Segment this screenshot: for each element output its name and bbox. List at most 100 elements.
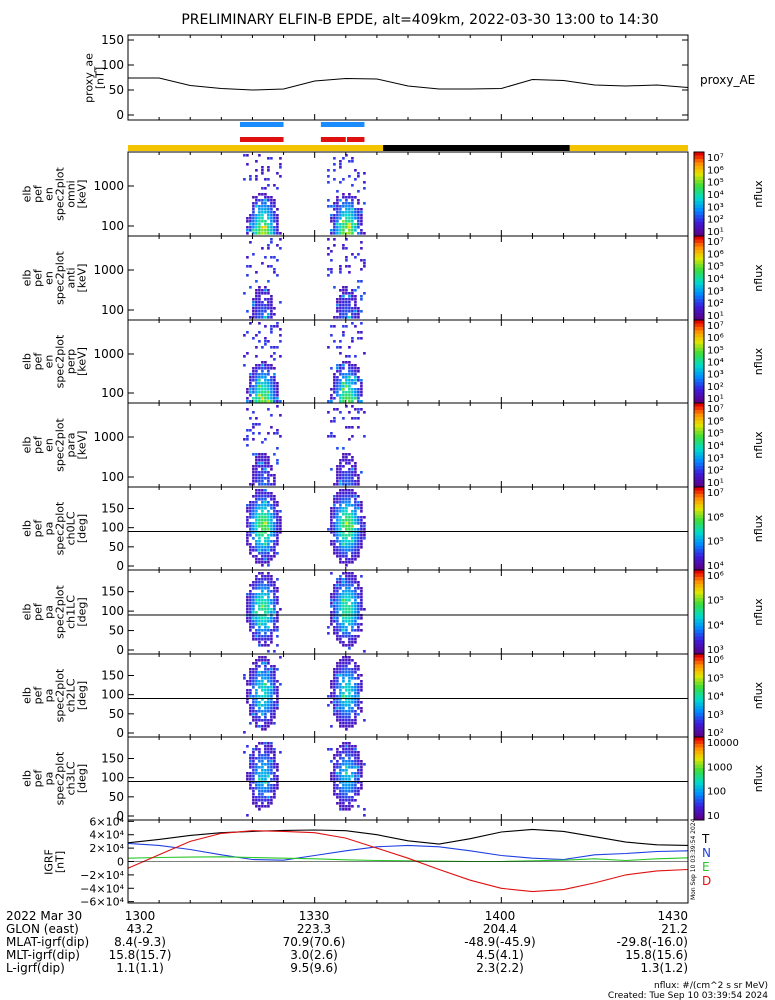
- spectrogram-cell: [255, 757, 258, 760]
- spectrogram-cell: [267, 483, 270, 486]
- spectrogram-cell: [327, 748, 330, 751]
- axis-label-line: elb: [21, 437, 34, 454]
- spectrogram-cell: [273, 373, 276, 376]
- spectrogram-cell: [264, 549, 267, 552]
- spectrogram-cell: [261, 674, 264, 677]
- spectrogram-cell: [273, 388, 276, 391]
- spectrogram-cell: [357, 516, 360, 519]
- colorbar-tick-label: 10⁶: [707, 512, 724, 523]
- spectrogram-cell: [345, 528, 348, 531]
- colorbar-frame: [693, 736, 705, 821]
- colorbar-segment: [694, 204, 704, 209]
- spectrogram-cell: [330, 217, 333, 220]
- colorbar-segment: [694, 176, 704, 181]
- spectrogram-cell: [357, 367, 360, 370]
- spectrogram-cell: [267, 650, 270, 653]
- spectrogram-cell: [261, 376, 264, 379]
- spectrogram-cell: [252, 790, 255, 793]
- spectrogram-cell: [360, 232, 363, 235]
- ephemeris-row-value: 8.4(-9.3): [114, 935, 166, 949]
- spectrogram-cell: [267, 572, 270, 575]
- spectrogram-cell: [330, 680, 333, 683]
- spectrogram-cell: [252, 713, 255, 716]
- spectrogram-cell: [252, 680, 255, 683]
- axis-label-line: spec2plot: [54, 668, 67, 722]
- spectrogram-cell: [261, 772, 264, 775]
- spectrogram-cell: [351, 763, 354, 766]
- spectrogram-cell: [261, 199, 264, 202]
- spectrogram-cell: [333, 373, 336, 376]
- spectrogram-cell: [267, 558, 270, 561]
- spectrogram-cell: [360, 510, 363, 513]
- spectrogram-cell: [258, 760, 261, 763]
- spectrogram-cell: [345, 256, 348, 259]
- spectrogram-cell: [264, 379, 267, 382]
- spectrogram-cell: [258, 757, 261, 760]
- spectrogram-cell: [264, 337, 267, 340]
- spectrogram-cell: [345, 361, 348, 364]
- spectrogram-cell: [333, 316, 336, 319]
- spectrogram-cell: [270, 507, 273, 510]
- spectrogram-cell: [330, 772, 333, 775]
- spectrogram-cell: [252, 337, 255, 340]
- spectrogram-cell: [354, 531, 357, 534]
- spectrogram-cell: [258, 754, 261, 757]
- spectrogram-cell: [267, 584, 270, 587]
- spectrogram-cell: [348, 549, 351, 552]
- spectrogram-cell: [270, 298, 273, 301]
- spectrogram-cell: [276, 325, 279, 328]
- spectrogram-cell: [336, 301, 339, 304]
- spectrogram-cell: [246, 217, 249, 220]
- spectrogram-cell: [249, 692, 252, 695]
- colorbar-segment: [694, 591, 704, 595]
- spectrogram-cell: [360, 295, 363, 298]
- spectrogram-cell: [264, 641, 267, 644]
- spectrogram-cell: [252, 313, 255, 316]
- spectrogram-cell: [360, 337, 363, 340]
- spectrogram-cell: [270, 504, 273, 507]
- spectrogram-cell: [348, 232, 351, 235]
- spectrogram-cell: [357, 704, 360, 707]
- spectrogram-cell: [252, 716, 255, 719]
- spectrogram-cell: [345, 769, 348, 772]
- spectrogram-cell: [330, 701, 333, 704]
- spectrogram-cell: [264, 608, 267, 611]
- spectrogram-cell: [351, 471, 354, 474]
- spectrogram-cell: [330, 725, 333, 728]
- energy-ytick-label: 1000: [93, 263, 124, 277]
- spectrogram-cell: [333, 525, 336, 528]
- spectrogram-cell: [342, 561, 345, 564]
- spectrogram-cell: [357, 474, 360, 477]
- pitch-angle-panel-frame: [127, 486, 689, 571]
- spectrogram-cell: [276, 510, 279, 513]
- spectrogram-cell: [264, 710, 267, 713]
- spectrogram-cell: [336, 751, 339, 754]
- spectrogram-cell: [327, 411, 330, 414]
- spectrogram-cell: [342, 784, 345, 787]
- spectrogram-cell: [255, 632, 258, 635]
- colorbar-tick-label: 10⁵: [707, 178, 724, 189]
- spectrogram-cell: [255, 662, 258, 665]
- spectrogram-cell: [255, 581, 258, 584]
- colorbar-segment: [694, 743, 704, 748]
- spectrogram-cell: [258, 808, 261, 811]
- spectrogram-cell: [258, 459, 261, 462]
- colorbar-segment: [694, 719, 704, 724]
- spectrogram-cell: [339, 689, 342, 692]
- spectrogram-cell: [357, 543, 360, 546]
- colorbar-tick-label: 1000: [707, 762, 732, 773]
- spectrogram-cell: [330, 468, 333, 471]
- spectrogram-cell: [255, 635, 258, 638]
- spectrogram-cell: [345, 301, 348, 304]
- spectrogram-cell: [270, 388, 273, 391]
- spectrogram-cell: [258, 552, 261, 555]
- spectrogram-cell: [270, 757, 273, 760]
- spectrogram-cell: [255, 334, 258, 337]
- spectrogram-cell: [246, 438, 249, 441]
- spectrogram-cell: [339, 459, 342, 462]
- spectrogram-cell: [255, 175, 258, 178]
- spectrogram-cell: [360, 322, 363, 325]
- colorbar-segment: [694, 764, 704, 769]
- spectrogram-cell: [270, 632, 273, 635]
- spectrogram-cell: [264, 397, 267, 400]
